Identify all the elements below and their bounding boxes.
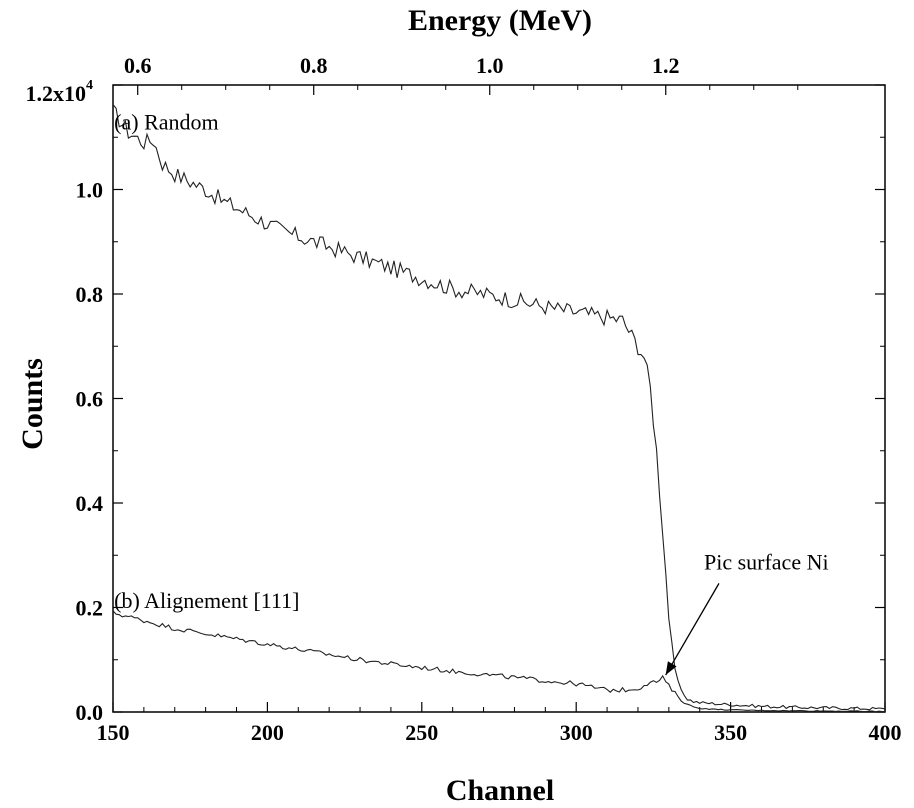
left-tick-label: 0.8 [76, 282, 104, 307]
bottom-tick-label: 300 [560, 720, 593, 745]
annotation-alignment: (b) Alignement [111] [114, 588, 299, 613]
series-line-alignment [112, 610, 886, 713]
annotation-pic-surface-ni: Pic surface Ni [704, 549, 829, 574]
plot-frame [112, 84, 886, 713]
left-tick-label: 1.0 [76, 178, 104, 203]
annotation-random: (a) Random [114, 109, 218, 134]
series-group [112, 104, 886, 713]
series-line-random [112, 104, 886, 711]
top-axis-title: Energy (MeV) [408, 4, 592, 37]
top-axis-ticks: 0.6 0.8 1.0 1.2 [124, 53, 799, 95]
left-tick-label: 1.2x104 [26, 78, 94, 106]
y-exponent: 4 [86, 78, 93, 93]
bottom-tick-label: 350 [714, 720, 747, 745]
bottom-tick-label: 400 [869, 720, 902, 745]
bottom-axis-title: Channel [446, 774, 554, 807]
top-tick-label: 0.6 [124, 53, 152, 78]
bottom-tick-label: 150 [97, 720, 130, 745]
bottom-tick-label: 200 [251, 720, 284, 745]
left-tick-label: 0.6 [76, 387, 104, 412]
left-tick-label: 0.2 [76, 596, 104, 621]
left-axis-title: Counts [16, 358, 49, 450]
top-tick-label: 1.2 [652, 53, 680, 78]
annotation-arrow [665, 583, 720, 676]
annotation-arrowhead [665, 661, 677, 676]
top-tick-label: 1.0 [476, 53, 504, 78]
left-tick-label: 0.0 [76, 700, 104, 725]
left-tick-label: 0.4 [76, 491, 104, 516]
right-axis-ticks [875, 84, 885, 713]
bottom-tick-label: 250 [405, 720, 438, 745]
top-tick-label: 0.8 [300, 53, 328, 78]
left-axis-ticks: 0.0 0.2 0.4 0.6 0.8 1.0 1.2x104 [26, 78, 123, 725]
bottom-axis-ticks: 150 200 250 300 350 400 [97, 702, 902, 745]
